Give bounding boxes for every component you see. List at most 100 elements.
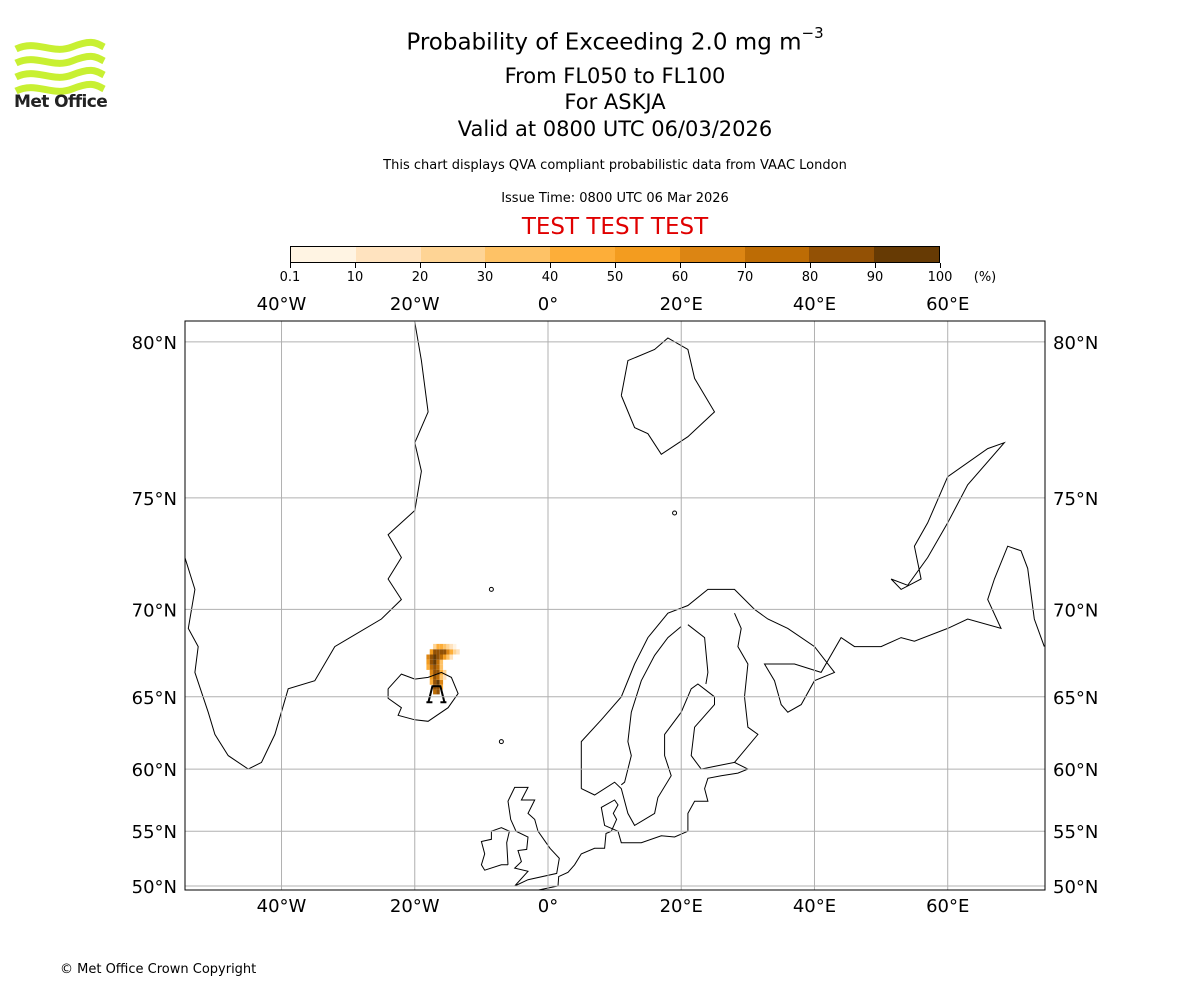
plume-cell — [429, 664, 434, 670]
colorbar-segment — [809, 247, 875, 262]
lon-label-bottom: 20°E — [660, 896, 703, 917]
plume-cell — [439, 659, 444, 665]
plume-cell — [436, 669, 440, 675]
plume-cell — [439, 649, 444, 655]
coastline-ireland — [480, 827, 510, 871]
test-banner: TEST TEST TEST — [521, 214, 709, 240]
volcano-name: For ASKJA — [564, 90, 666, 114]
issue-time: Issue Time: 0800 UTC 06 Mar 2026 — [501, 191, 729, 206]
colorbar-tick-label: 10 — [346, 270, 364, 285]
plume-cell — [443, 669, 447, 675]
colorbar-tick — [355, 263, 356, 268]
coastline-finland-west — [687, 624, 709, 685]
island — [498, 739, 504, 745]
plume-cell — [433, 689, 437, 695]
plume-cell — [446, 643, 450, 650]
plume-cell — [436, 689, 440, 695]
colorbar-tick — [940, 263, 941, 268]
colorbar-tick-label: 80 — [801, 270, 819, 285]
colorbar-segment — [420, 247, 486, 262]
plume-cell — [443, 654, 447, 660]
lat-label-right: 75°N — [1053, 489, 1098, 510]
colorbar-tick-label: 60 — [671, 270, 689, 285]
colorbar-tick-label: 30 — [476, 270, 494, 285]
lon-label-top: 60°E — [926, 294, 969, 315]
plume-cell — [439, 679, 444, 685]
lon-label-bottom: 60°E — [926, 896, 969, 917]
coastline-borders — [734, 612, 759, 763]
colorbar-tick — [420, 263, 421, 268]
copyright: © Met Office Crown Copyright — [60, 962, 257, 977]
plume-cell — [439, 643, 444, 650]
lon-label-top: 40°E — [793, 294, 836, 315]
lat-label-left: 70°N — [132, 600, 177, 621]
plume-cell — [433, 649, 437, 655]
coastline-north-coast — [580, 545, 1045, 789]
chart-title: Probability of Exceeding 2.0 mg m−3 — [406, 24, 824, 56]
island — [488, 586, 494, 592]
coastline-sweden-norway — [620, 626, 682, 786]
colorbar-tick-label: 40 — [541, 270, 559, 285]
colorbar-tick-label: 20 — [411, 270, 429, 285]
colorbar-segment — [874, 247, 939, 262]
flight-levels: From FL050 to FL100 — [504, 64, 726, 88]
colorbar-segment — [614, 247, 680, 262]
lat-label-right: 80°N — [1053, 333, 1098, 354]
lon-label-top: 0° — [538, 294, 558, 315]
colorbar-tick — [810, 263, 811, 268]
plume-cell — [433, 679, 437, 685]
met-office-logo — [14, 38, 106, 95]
plume-cell — [436, 674, 440, 680]
plume-cell — [436, 643, 440, 650]
lon-label-bottom: 40°E — [793, 896, 836, 917]
lon-label-top: 20°W — [390, 294, 440, 315]
valid-time: Valid at 0800 UTC 06/03/2026 — [457, 117, 773, 141]
coastline-gb — [507, 786, 560, 887]
plume-cell — [433, 674, 437, 680]
lat-label-left: 80°N — [132, 333, 177, 354]
colorbar-tick — [745, 263, 746, 268]
coastline-novaya-zemlya — [890, 441, 1006, 591]
colorbar-segment — [355, 247, 421, 262]
island — [672, 510, 678, 516]
plume-cell — [426, 654, 430, 660]
description: This chart displays QVA compliant probab… — [383, 158, 847, 173]
plume-cell — [433, 659, 437, 665]
plume-cell — [439, 654, 444, 660]
plume-cell — [426, 664, 430, 670]
plume-cell — [436, 659, 440, 665]
plume-cell — [449, 643, 454, 650]
plume-cell — [429, 669, 434, 675]
lon-label-bottom: 0° — [538, 896, 558, 917]
colorbar-tick-label: 50 — [606, 270, 624, 285]
colorbar-tick-label: 70 — [736, 270, 754, 285]
colorbar-tick — [615, 263, 616, 268]
plume-cell — [456, 649, 460, 655]
plume-cell — [429, 649, 434, 655]
plume-cell — [436, 664, 440, 670]
plume-cell — [429, 674, 434, 680]
map-content — [185, 322, 1045, 890]
lon-label-bottom: 40°W — [257, 896, 307, 917]
lat-label-left: 65°N — [132, 688, 177, 709]
colorbar-tick — [485, 263, 486, 268]
lat-label-right: 65°N — [1053, 688, 1098, 709]
coastline-baltic — [537, 683, 750, 890]
colorbar — [290, 246, 940, 263]
lat-label-left: 50°N — [132, 877, 177, 898]
colorbar-tick — [875, 263, 876, 268]
plume-cell — [436, 649, 440, 655]
plume-cell — [439, 674, 444, 680]
plume-cell — [449, 649, 454, 655]
plume-cell — [436, 679, 440, 685]
plume-cell — [446, 649, 450, 655]
plume-cell — [453, 649, 457, 655]
plume-cell — [429, 654, 434, 660]
plume-cell — [449, 654, 454, 660]
plume-cell — [433, 669, 437, 675]
coastline-svalbard — [620, 337, 716, 455]
lat-label-left: 75°N — [132, 489, 177, 510]
colorbar-tick — [290, 263, 291, 268]
lat-label-left: 60°N — [132, 760, 177, 781]
map-frame — [184, 320, 1046, 891]
